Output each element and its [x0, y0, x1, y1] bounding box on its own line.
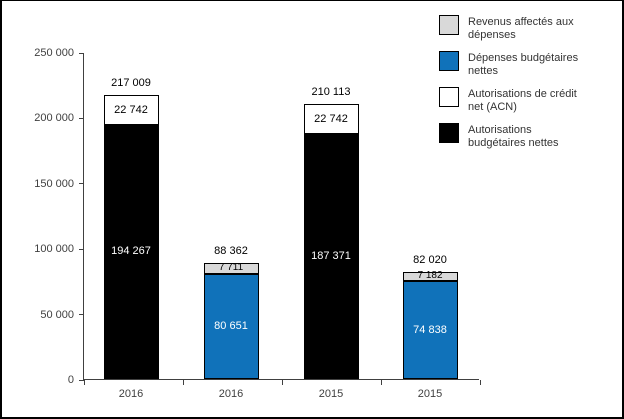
bar-segment: 7 711	[203, 262, 259, 274]
legend-label: Dépenses budgétaires nettes	[468, 52, 579, 77]
x-axis-tick	[281, 380, 283, 385]
bar-segment-value: 187 371	[311, 249, 351, 262]
y-axis-tick	[79, 183, 84, 185]
legend-entry: Revenus affectés aux dépenses	[439, 15, 609, 42]
y-axis-tick	[79, 248, 84, 250]
legend-label: Autorisations budgétaires nettes	[468, 124, 559, 149]
x-axis-category-label: 2016	[218, 388, 244, 400]
bar-segment-value: 74 838	[413, 323, 447, 336]
y-axis-tick	[79, 117, 84, 119]
bar-segment: 22 742	[103, 95, 159, 125]
bar-segment-value: 22 742	[314, 112, 348, 125]
legend-swatch	[439, 51, 459, 71]
bar-segment: 194 267	[103, 124, 159, 379]
bar-segment-value: 22 742	[114, 103, 148, 116]
bar-segment-value: 80 651	[214, 319, 248, 332]
legend-entry: Autorisations de crédit net (ACN)	[439, 87, 609, 114]
x-axis-category-label: 2015	[318, 388, 344, 400]
bar-segment-value: 7 182	[417, 270, 443, 282]
bar-total-value: 82 020	[413, 253, 447, 266]
bar-segment: 80 651	[203, 273, 259, 379]
plot-area: 0 50 000 100 000 150 000 200 000 250 000 194 2…	[34, 47, 481, 400]
x-axis-tick	[380, 380, 382, 385]
y-axis-tick-label: 250 000	[34, 47, 74, 59]
legend-swatch	[439, 87, 459, 107]
y-axis-tick	[79, 314, 84, 316]
bar-segment: 187 371	[303, 133, 359, 379]
bar-segment: 7 182	[402, 270, 458, 282]
y-axis-tick	[79, 379, 84, 381]
bar-segment: 22 742	[303, 104, 359, 134]
legend-swatch	[439, 15, 459, 35]
x-axis-category-label: 2016	[118, 388, 144, 400]
legend-entry: Dépenses budgétaires nettes	[439, 51, 609, 78]
x-axis-tick	[479, 380, 481, 385]
bar-total-value: 88 362	[214, 245, 248, 258]
bar-total-value: 217 009	[111, 77, 151, 90]
y-axis-tick-label: 0	[67, 374, 74, 386]
legend-label: Autorisations de crédit net (ACN)	[468, 88, 577, 113]
x-axis-category-label: 2015	[417, 388, 443, 400]
y-axis-tick-label: 50 000	[40, 308, 74, 321]
bar-total-value: 210 113	[311, 86, 351, 99]
y-axis-tick-label: 100 000	[34, 243, 74, 256]
chart-legend: Revenus affectés aux dépenses Dépenses bu…	[439, 15, 609, 159]
y-axis-tick-label: 150 000	[34, 177, 74, 190]
legend-entry: Autorisations budgétaires nettes	[439, 123, 609, 150]
bar-segment-value: 7 711	[218, 262, 244, 274]
y-axis-tick	[79, 52, 84, 54]
bar-segment: 74 838	[402, 281, 458, 379]
bar-segment-value: 194 267	[111, 245, 151, 258]
x-axis-tick	[182, 380, 184, 385]
x-axis-tick	[83, 380, 85, 385]
legend-swatch	[439, 123, 459, 143]
y-axis-tick-label: 200 000	[34, 112, 74, 125]
legend-label: Revenus affectés aux dépenses	[468, 16, 574, 41]
